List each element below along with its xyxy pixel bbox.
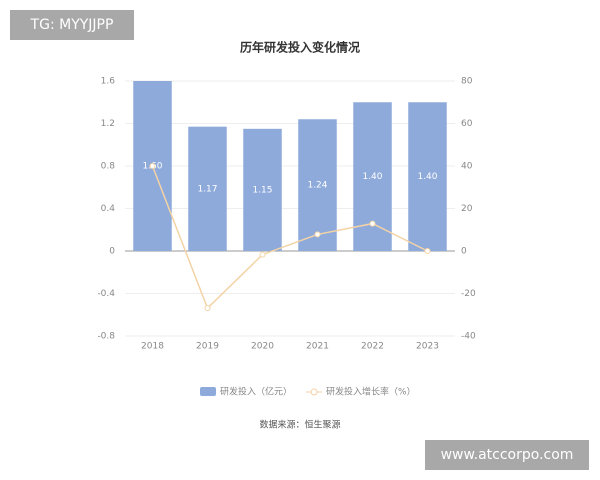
line-point <box>424 248 431 254</box>
y2-tick-label: -20 <box>461 289 476 299</box>
y-tick-label: 0 <box>109 247 115 257</box>
y2-tick-label: 40 <box>461 162 473 172</box>
x-tick-label: 2018 <box>141 342 164 352</box>
line <box>151 165 428 310</box>
bar <box>188 126 227 251</box>
line-point <box>204 305 211 312</box>
y2-tick-label: 60 <box>461 119 473 129</box>
y-tick-label: -0.4 <box>97 289 115 299</box>
bar <box>408 102 447 251</box>
x-tick-label: 2019 <box>196 342 219 352</box>
value-label: 1.24 <box>307 181 327 191</box>
x-tick-label: 2023 <box>416 342 439 352</box>
watermark-box <box>425 440 589 470</box>
legend-label: 研发投入增长率（%） <box>326 386 416 398</box>
legend-label: 研发投入（亿元） <box>220 386 292 398</box>
x-tick-label: 2021 <box>306 342 329 352</box>
watermark: TG: MYYJJPP <box>30 17 114 33</box>
chart-title: 历年研发投入变化情况 <box>240 40 360 55</box>
bar <box>298 119 337 251</box>
y-tick-label: 0.8 <box>101 162 116 172</box>
legend-swatch <box>200 387 216 396</box>
y-tick-label: -0.8 <box>97 332 115 342</box>
y-tick-label: 1.6 <box>101 77 116 87</box>
source-note: 数据来源：恒生聚源 <box>259 419 340 431</box>
y2-tick-label: 20 <box>461 204 473 214</box>
y2-tick-label: 80 <box>461 77 473 87</box>
x-tick-label: 2020 <box>251 342 274 352</box>
y2-tick-label: 0 <box>461 247 467 257</box>
line-point <box>314 231 321 238</box>
value-label: 1.15 <box>252 185 272 195</box>
line-point <box>369 220 376 227</box>
value-label: 1.40 <box>362 172 382 182</box>
value-label: 1.40 <box>417 172 437 182</box>
y-tick-label: 1.2 <box>101 119 115 129</box>
line-point <box>259 251 266 258</box>
legend-swatch <box>310 388 318 396</box>
watermark-box <box>10 10 134 40</box>
bar <box>243 128 282 251</box>
x-tick-label: 2022 <box>361 342 384 352</box>
line-point <box>149 163 156 169</box>
value-label: 1.17 <box>197 184 217 194</box>
y-tick-label: 0.4 <box>101 204 116 214</box>
y2-tick-label: -40 <box>461 332 476 342</box>
watermark: www.atccorpo.com <box>441 447 574 463</box>
